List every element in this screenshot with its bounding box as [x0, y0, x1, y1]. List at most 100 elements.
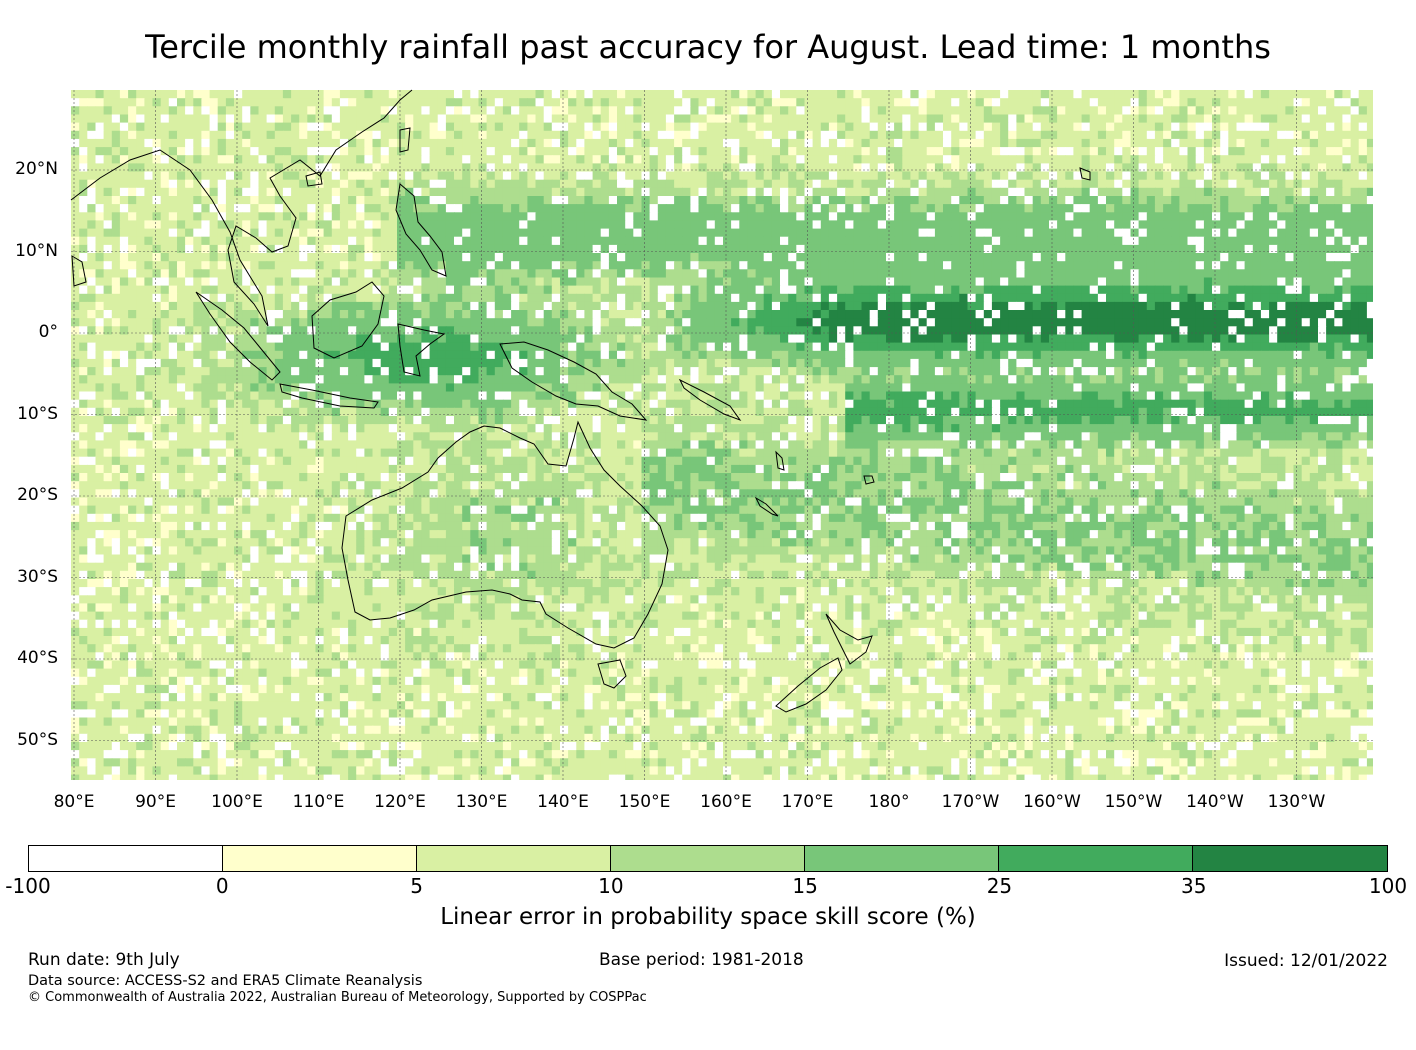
skill-cell [380, 171, 390, 181]
skill-cell [282, 155, 292, 164]
skill-cell [291, 187, 300, 197]
skill-cell [364, 106, 374, 116]
skill-cell [1081, 244, 1091, 254]
skill-cell [763, 220, 773, 230]
skill-cell [1187, 98, 1197, 107]
skill-cell [886, 228, 895, 238]
skill-cell [1203, 261, 1213, 270]
skill-cell [723, 155, 732, 164]
skill-cell [307, 212, 317, 222]
skill-cell [625, 269, 634, 279]
skill-cell [1212, 163, 1221, 173]
skill-cell [967, 147, 977, 156]
skill-cell [1122, 122, 1132, 132]
skill-cell [405, 163, 414, 173]
skill-cell [690, 236, 700, 246]
skill-cell [959, 130, 969, 140]
skill-cell [119, 318, 129, 327]
skill-cell [486, 196, 496, 205]
skill-cell [429, 122, 439, 132]
skill-cell [266, 236, 276, 246]
skill-cell [1220, 138, 1229, 148]
skill-cell [755, 163, 765, 173]
skill-cell [674, 147, 683, 156]
skill-cell [225, 155, 235, 164]
skill-cell [323, 326, 333, 336]
skill-cell [1146, 334, 1156, 344]
skill-cell [837, 130, 846, 140]
skill-cell [372, 334, 382, 344]
skill-cell [1171, 138, 1180, 148]
skill-cell [755, 90, 765, 99]
skill-cell [71, 90, 80, 99]
skill-cell [87, 187, 97, 197]
skill-cell [250, 277, 260, 287]
skill-cell [739, 220, 749, 230]
skill-cell [111, 147, 121, 156]
skill-cell [1252, 293, 1262, 303]
skill-cell [714, 98, 724, 107]
skill-cell [967, 106, 977, 116]
skill-cell [755, 204, 765, 213]
skill-cell [1269, 318, 1278, 327]
skill-cell [983, 196, 993, 205]
skill-cell [242, 138, 251, 148]
skill-cell [804, 334, 814, 344]
skill-cell [975, 318, 985, 327]
skill-cell [71, 155, 80, 164]
skill-cell [739, 228, 749, 238]
skill-cell [1195, 155, 1205, 164]
skill-cell [625, 171, 634, 181]
skill-cell [372, 90, 382, 99]
skill-cell [1146, 253, 1156, 262]
skill-cell [1106, 114, 1115, 124]
skill-cell [731, 326, 740, 336]
skill-cell [983, 163, 993, 173]
skill-cell [1114, 269, 1123, 279]
skill-cell [470, 114, 480, 124]
skill-cell [682, 269, 691, 279]
skill-cell [1301, 196, 1311, 205]
skill-cell [462, 326, 471, 336]
skill-cell [470, 310, 480, 319]
skill-cell [103, 277, 113, 287]
skill-cell [397, 269, 406, 279]
skill-cell [747, 326, 757, 336]
skill-cell [975, 155, 985, 164]
skill-cell [136, 253, 145, 262]
skill-cell [1081, 90, 1091, 99]
skill-cell [299, 293, 308, 303]
skill-cell [413, 285, 423, 295]
skill-cell [674, 269, 683, 279]
skill-cell [788, 212, 797, 222]
skill-cell [71, 326, 80, 336]
skill-cell [1220, 220, 1229, 230]
skill-cell [665, 326, 675, 336]
skill-cell [1301, 236, 1311, 246]
skill-cell [804, 179, 814, 189]
skill-cell [128, 106, 137, 116]
skill-cell [641, 204, 651, 213]
skill-cell [119, 285, 129, 295]
skill-cell [1252, 187, 1262, 197]
skill-cell [177, 220, 186, 230]
skill-cell [1236, 212, 1246, 222]
skill-cell [828, 326, 838, 336]
skill-cell [625, 98, 634, 107]
skill-cell [649, 334, 659, 344]
skill-cell [983, 269, 993, 279]
skill-cell [1130, 179, 1140, 189]
skill-cell [551, 196, 561, 205]
skill-cell [698, 204, 708, 213]
skill-cell [706, 261, 716, 270]
skill-cell [1252, 301, 1262, 311]
skill-cell [372, 138, 382, 148]
skill-cell [1130, 155, 1140, 164]
skill-cell [706, 90, 716, 99]
skill-cell [690, 293, 700, 303]
skill-cell [674, 98, 683, 107]
skill-cell [1179, 179, 1189, 189]
skill-cell [1228, 269, 1238, 279]
skill-cell [1309, 318, 1319, 327]
skill-cell [95, 326, 105, 336]
